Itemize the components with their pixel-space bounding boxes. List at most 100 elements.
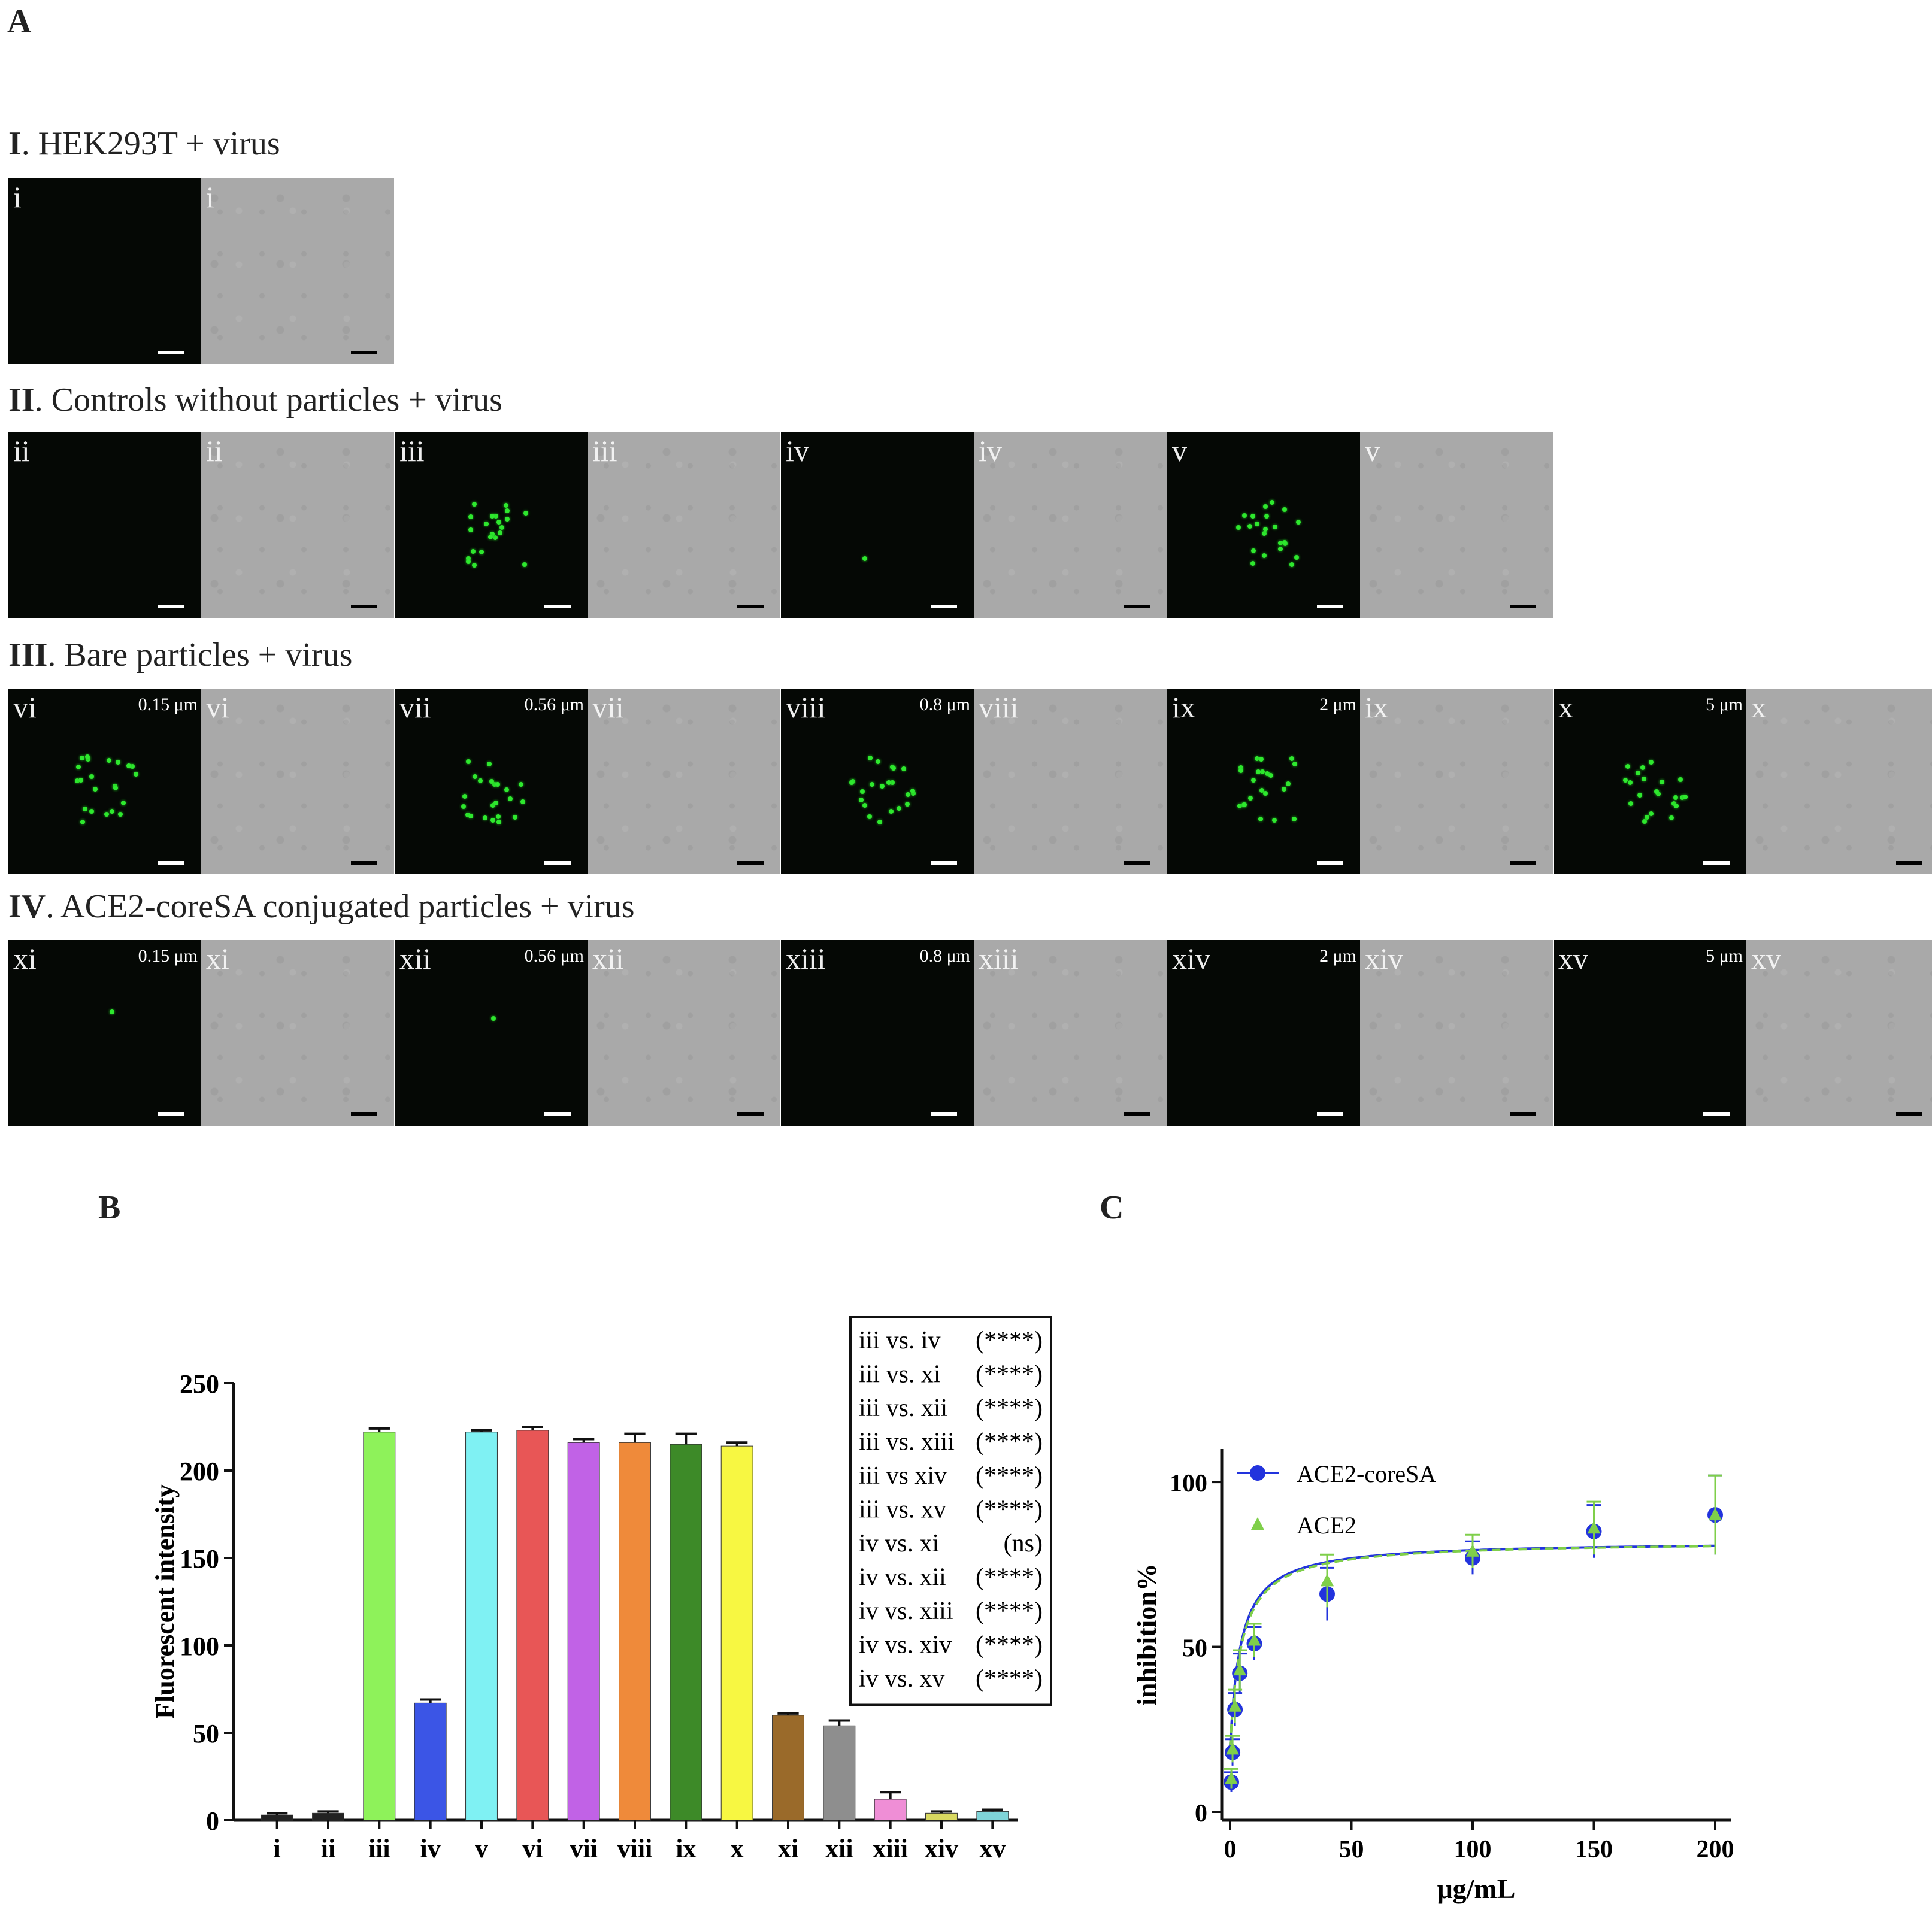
infected-cell-dot [1289,756,1294,762]
stats-comparison: iii vs xiv [859,1462,947,1490]
infected-cell-dot [1625,763,1630,769]
bar-i [261,1814,293,1821]
scale-bar [931,1112,957,1116]
image-label: xiv [1172,942,1210,975]
infected-cell-dot [89,809,95,814]
infected-cell-dot [133,772,138,777]
infected-cell-dot [507,796,513,802]
scale-bar [737,861,764,865]
scale-bar [1896,861,1922,865]
y-tick-label: 0 [206,1806,219,1836]
infected-cell-dot [493,801,498,806]
scale-bar [158,351,184,354]
infected-cell-dot [1644,815,1649,820]
infected-cell-dot [1677,777,1683,782]
stats-significance: (****) [976,1394,1043,1422]
particle-size-label: 0.56 μm [524,695,584,714]
infected-cell-dot [911,791,916,796]
image-label: ii [13,434,30,468]
infected-cell-dot [492,781,497,787]
x-tick-label: xi [778,1834,798,1863]
stats-significance: (****) [976,1564,1043,1591]
infected-cell-dot [1294,554,1299,560]
infected-cell-dot [471,563,477,568]
image-label: xv [1751,942,1781,975]
scale-bar [351,605,377,608]
infected-cell-dot [520,799,525,804]
infected-cell-dot [889,780,895,786]
infected-cell-dot [910,788,915,793]
infected-cell-dot [1255,769,1261,775]
image-label: iv [979,434,1002,468]
bar-ii [312,1812,344,1821]
legend-label: ACE2-coreSA [1297,1460,1436,1487]
infected-cell-dot [1251,777,1256,783]
image-label: xv [1558,942,1588,975]
panel-c-letter: C [1100,1189,1124,1226]
y-tick-label: 0 [1195,1800,1207,1827]
brightfield-image-xv: xv [1746,940,1932,1126]
brightfield-image-ii: ii [201,432,394,618]
infected-cell-dot [1680,795,1685,801]
fluorescence-image-xii: xii 0.56 μm [395,940,588,1126]
fluorescence-image-ix: ix 2 μm [1167,689,1360,874]
stats-significance: (****) [976,1361,1043,1389]
brightfield-image-vi: vi [201,689,394,874]
image-label: viii [979,690,1019,724]
particle-size-label: 0.56 μm [524,946,584,966]
infected-cell-dot [1656,792,1661,797]
x-tick-label: 0 [1224,1836,1237,1863]
scale-bar [1124,1112,1150,1116]
infected-cell-dot [78,778,84,783]
infected-cell-dot [490,803,495,808]
infected-cell-dot [1273,525,1278,530]
brightfield-image-viii: viii [974,689,1167,874]
x-tick-label: iii [368,1834,390,1863]
infected-cell-dot [1286,781,1291,787]
infected-cell-dot [465,556,471,561]
infected-cell-dot [1238,765,1244,770]
brightfield-image-iv: iv [974,432,1167,618]
infected-cell-dot [1268,772,1274,778]
fluorescence-image-xiii: xiii 0.8 μm [781,940,974,1126]
infected-cell-dot [519,781,524,787]
image-label: x [1751,690,1766,724]
infected-cell-dot [1265,771,1270,776]
infected-cell-dot [1262,553,1267,559]
image-label: ix [1365,690,1388,724]
infected-cell-dot [487,761,492,766]
image-label: x [1558,690,1573,724]
infected-cell-dot [120,800,126,805]
infected-cell-dot [478,778,483,783]
x-axis-label: μg/mL [1437,1873,1516,1904]
infected-cell-dot [860,789,865,795]
infected-cell-dot [880,783,885,789]
scale-bar [544,1112,571,1116]
brightfield-image-x: x [1746,689,1932,874]
infected-cell-dot [80,819,85,824]
bar-vii [567,1442,600,1821]
bar-iv [414,1702,447,1821]
x-tick-label: i [274,1834,281,1863]
bar-x [720,1445,753,1821]
infected-cell-dot [126,763,131,769]
infected-cell-dot [522,562,528,567]
infected-cell-dot [496,814,501,819]
infected-cell-dot [468,514,473,519]
stats-significance: (****) [976,1429,1043,1456]
scale-bar [1896,1112,1922,1116]
bar-xv [976,1811,1009,1821]
infected-cell-dot [483,815,488,821]
particle-size-label: 5 μm [1706,695,1743,714]
bar-xiii [874,1799,907,1821]
infected-cell-dot [472,501,477,507]
stats-comparison: iv vs. xiv [859,1632,952,1659]
infected-cell-dot [489,779,495,784]
infected-cell-dot [1263,790,1268,796]
infected-cell-dot [1641,776,1646,781]
infected-cell-dot [1628,801,1633,806]
x-tick-label: ii [321,1834,335,1863]
infected-cell-dot [1247,524,1252,529]
infected-cell-dot [876,759,881,765]
